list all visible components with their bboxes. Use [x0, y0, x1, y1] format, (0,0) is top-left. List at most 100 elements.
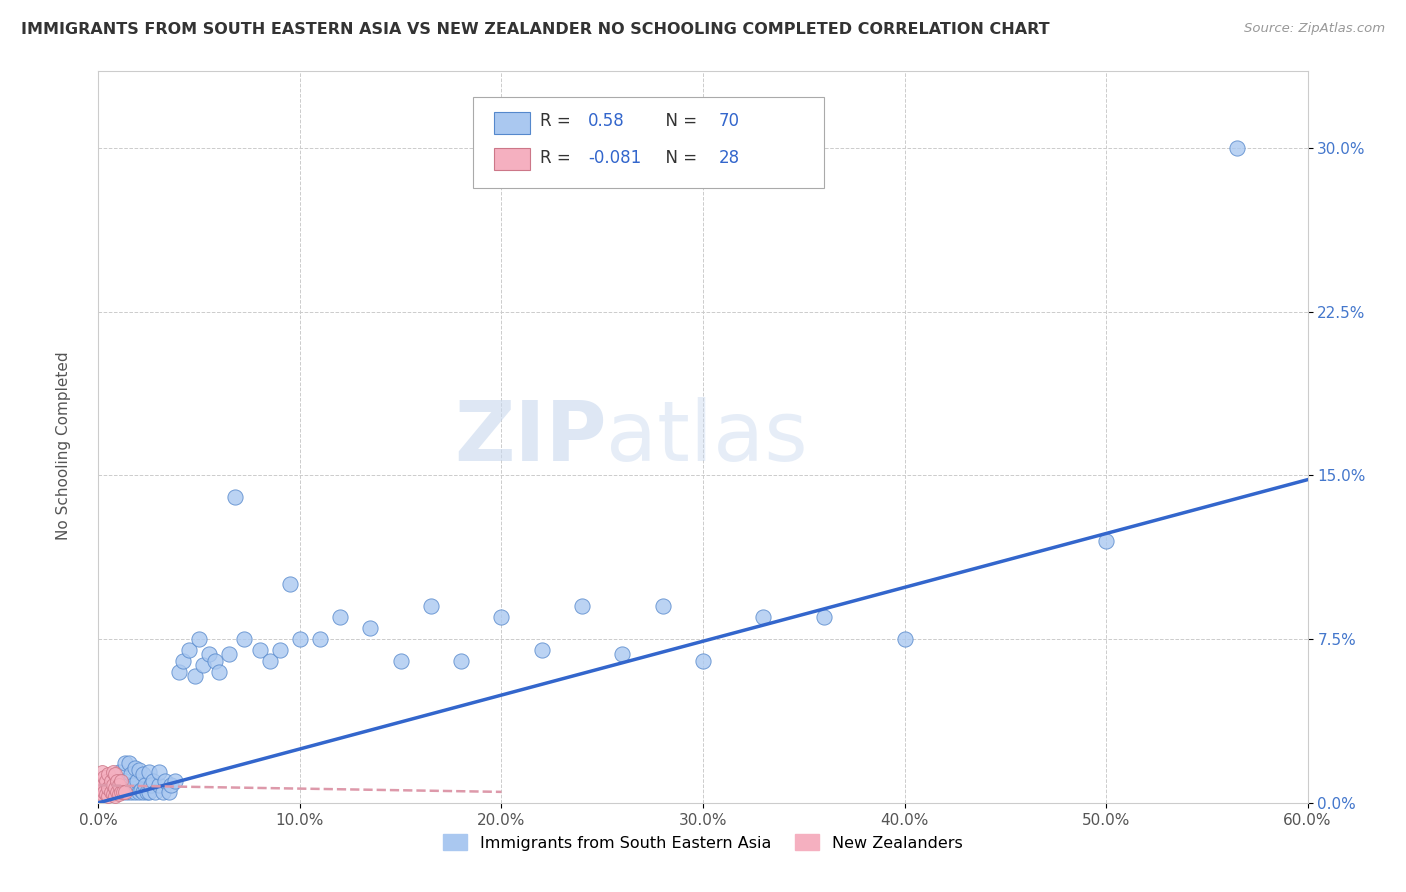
Point: [125, 774, 148, 789]
Point: [97, 789, 120, 804]
Point: [198, 648, 221, 662]
Point: [389, 654, 412, 668]
Point: [114, 756, 136, 771]
Point: [111, 785, 134, 799]
Point: [148, 778, 170, 792]
Point: [93, 770, 115, 784]
Point: [120, 767, 142, 781]
Point: [107, 778, 129, 792]
Point: [138, 765, 160, 780]
Point: [450, 654, 472, 668]
Point: [111, 785, 134, 799]
Point: [114, 774, 136, 789]
Point: [138, 785, 160, 799]
Point: [160, 778, 183, 792]
Point: [224, 490, 246, 504]
Point: [218, 648, 240, 662]
Text: R =: R =: [540, 112, 576, 130]
Point: [91, 787, 114, 801]
Text: R =: R =: [540, 149, 576, 167]
Point: [103, 789, 125, 804]
Point: [420, 599, 443, 614]
Point: [491, 610, 513, 624]
Point: [118, 756, 141, 771]
Point: [148, 765, 170, 780]
Point: [139, 778, 162, 792]
Point: [103, 774, 125, 789]
Point: [101, 787, 124, 801]
Point: [128, 785, 150, 799]
Point: [269, 643, 291, 657]
Point: [329, 610, 352, 624]
Point: [172, 654, 194, 668]
FancyBboxPatch shape: [494, 112, 530, 134]
Point: [96, 774, 118, 789]
Point: [184, 669, 207, 683]
Text: Source: ZipAtlas.com: Source: ZipAtlas.com: [1244, 22, 1385, 36]
Point: [152, 785, 174, 799]
Point: [110, 774, 132, 789]
Point: [232, 632, 254, 646]
Point: [143, 785, 166, 799]
Point: [128, 763, 150, 777]
Point: [249, 643, 271, 657]
Point: [193, 658, 215, 673]
Point: [1095, 533, 1118, 548]
Point: [204, 654, 226, 668]
Point: [120, 785, 142, 799]
Point: [132, 767, 155, 781]
Point: [100, 774, 122, 789]
Point: [100, 785, 122, 799]
Text: No Schooling Completed: No Schooling Completed: [56, 351, 70, 541]
Point: [1226, 141, 1249, 155]
FancyBboxPatch shape: [474, 97, 824, 188]
Point: [153, 774, 176, 789]
Point: [259, 654, 281, 668]
Point: [93, 785, 115, 799]
Point: [101, 778, 124, 792]
Point: [103, 767, 125, 781]
Point: [651, 599, 673, 614]
Text: IMMIGRANTS FROM SOUTH EASTERN ASIA VS NEW ZEALANDER NO SCHOOLING COMPLETED CORRE: IMMIGRANTS FROM SOUTH EASTERN ASIA VS NE…: [21, 22, 1050, 37]
Point: [105, 782, 128, 797]
Text: -0.081: -0.081: [588, 149, 641, 167]
Point: [360, 621, 382, 635]
Point: [288, 632, 311, 646]
Point: [91, 765, 114, 780]
Point: [101, 765, 124, 780]
Point: [124, 785, 146, 799]
Point: [692, 654, 714, 668]
Point: [89, 774, 111, 789]
Text: 28: 28: [718, 149, 740, 167]
Point: [309, 632, 332, 646]
Text: N =: N =: [655, 112, 697, 130]
Point: [110, 780, 132, 795]
Point: [571, 599, 593, 614]
Point: [103, 780, 125, 795]
Text: atlas: atlas: [606, 397, 808, 477]
Point: [208, 665, 231, 679]
Text: 0.58: 0.58: [588, 112, 624, 130]
Point: [752, 610, 775, 624]
Point: [612, 648, 634, 662]
Point: [91, 778, 114, 792]
Text: N =: N =: [655, 149, 697, 167]
Point: [132, 785, 155, 799]
FancyBboxPatch shape: [494, 148, 530, 170]
Point: [96, 787, 118, 801]
Point: [530, 643, 553, 657]
Point: [157, 785, 180, 799]
Point: [134, 778, 156, 792]
Point: [129, 782, 152, 797]
Point: [813, 610, 835, 624]
Point: [167, 665, 190, 679]
Point: [135, 785, 157, 799]
Point: [114, 785, 136, 799]
Point: [893, 632, 915, 646]
Point: [107, 787, 129, 801]
Point: [179, 643, 201, 657]
Point: [105, 774, 128, 789]
Point: [188, 632, 211, 646]
Point: [105, 785, 128, 799]
Text: ZIP: ZIP: [454, 397, 606, 477]
